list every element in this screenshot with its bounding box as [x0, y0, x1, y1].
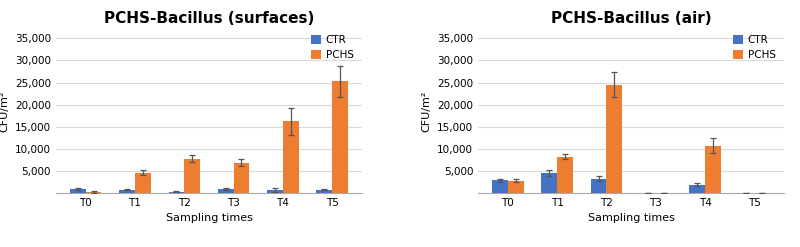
Bar [184, 159, 200, 193]
Bar [119, 190, 135, 193]
X-axis label: Sampling times: Sampling times [166, 213, 252, 223]
X-axis label: Sampling times: Sampling times [588, 213, 674, 223]
Title: PCHS-Bacillus (surfaces): PCHS-Bacillus (surfaces) [104, 11, 314, 26]
Bar [317, 190, 332, 193]
Bar [86, 192, 102, 193]
Bar [234, 163, 250, 193]
Bar [606, 85, 622, 193]
Bar [169, 192, 184, 193]
Bar [70, 189, 86, 193]
Bar [542, 173, 557, 193]
Legend: CTR, PCHS: CTR, PCHS [730, 32, 778, 63]
Bar [557, 157, 573, 193]
Bar [332, 81, 348, 193]
Bar [283, 121, 298, 193]
Title: PCHS-Bacillus (air): PCHS-Bacillus (air) [550, 11, 711, 26]
Bar [267, 190, 283, 193]
Legend: CTR, PCHS: CTR, PCHS [308, 32, 357, 63]
Bar [218, 189, 234, 193]
Bar [705, 145, 721, 193]
Y-axis label: CFU/m²: CFU/m² [0, 90, 10, 132]
Bar [135, 173, 150, 193]
Bar [492, 180, 508, 193]
Y-axis label: CFU/m²: CFU/m² [422, 90, 431, 132]
Bar [690, 185, 705, 193]
Bar [590, 179, 606, 193]
Bar [508, 181, 523, 193]
